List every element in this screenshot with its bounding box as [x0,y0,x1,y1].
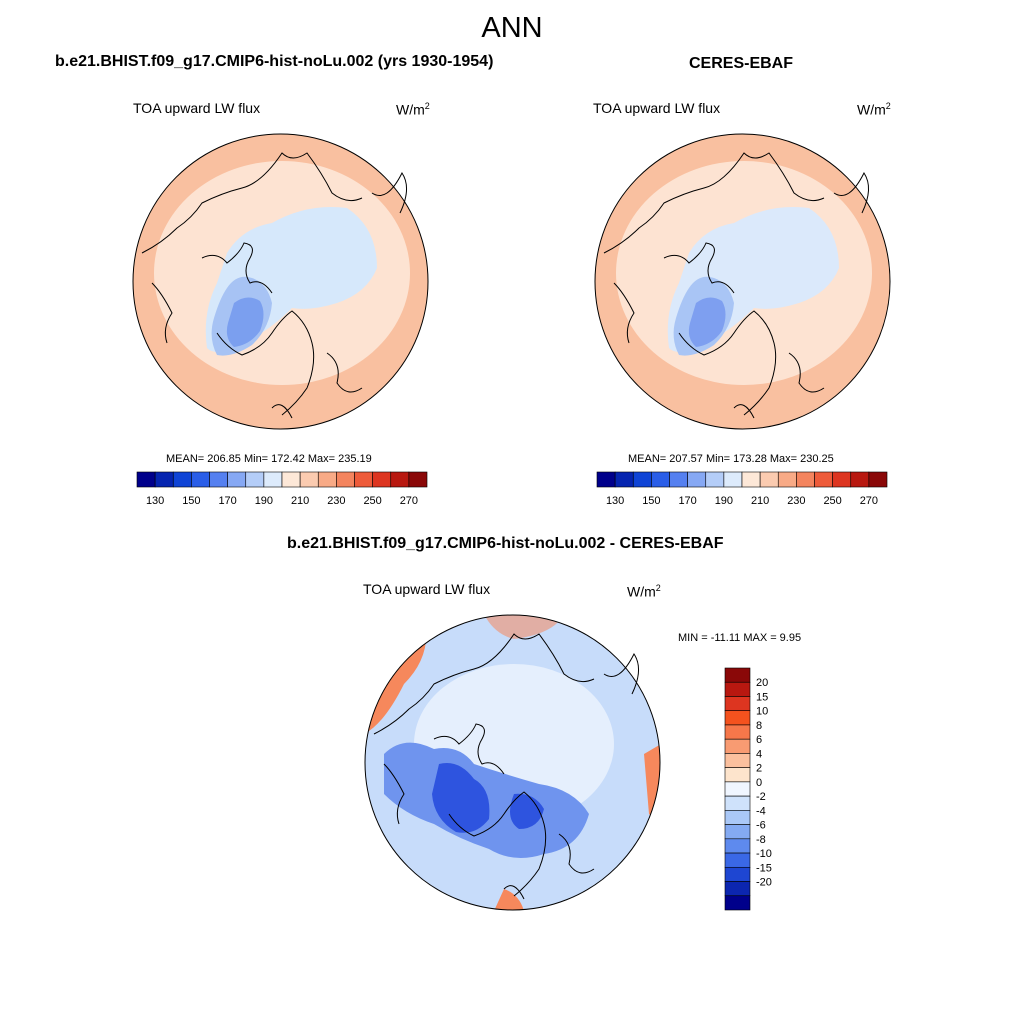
colorbar-swatch [209,471,228,488]
colorbar-swatch [724,838,751,854]
colorbar-swatch [724,824,751,840]
colorbar-swatch [408,471,428,488]
colorbar-tick-label: 130 [606,495,624,507]
colorbar-swatch [724,810,751,825]
colorbar-tick-label: -6 [756,820,766,832]
diff-stats: MIN = -11.11 MAX = 9.95 [678,632,802,644]
colorbar-swatch [777,471,797,488]
colorbar-swatch [390,471,410,488]
colorbar-swatch [317,471,337,488]
colorbar-swatch [596,471,616,488]
colorbar-swatch [814,471,833,488]
colorbar-tick-label: 190 [715,495,733,507]
colorbar-swatch [832,471,852,488]
obs-polar-map [594,133,891,430]
colorbar-swatch [724,795,751,811]
colorbar-swatch [372,471,392,488]
colorbar-tick-label: -4 [756,805,766,817]
diff-variable-label: TOA upward LW flux [363,581,491,597]
diff-polar-map [364,614,661,911]
model-units: W/m2 [396,101,430,118]
colorbar-swatch [724,696,751,712]
colorbar-swatch [724,781,751,797]
colorbar-tick-label: 250 [363,495,381,507]
obs-colorbar: 130 150 170 190 210 230 250 270 [596,471,888,507]
colorbar-swatch [724,681,751,697]
colorbar-swatch [724,866,751,882]
colorbar-tick-label: 150 [642,495,660,507]
colorbar-tick-label: 190 [255,495,273,507]
colorbar-tick-label: 8 [756,720,762,732]
colorbar-tick-label: 130 [146,495,164,507]
diff-panel-title: b.e21.BHIST.f09_g17.CMIP6-hist-noLu.002 … [287,535,724,552]
colorbar-tick-label: 170 [218,495,236,507]
colorbar-swatch [723,471,743,488]
main-title: ANN [481,12,543,44]
colorbar-swatch [724,895,751,911]
diff-units: W/m2 [627,583,661,600]
colorbar-swatch [796,471,815,488]
model-stats: MEAN= 206.85 Min= 172.42 Max= 235.19 [166,453,372,465]
colorbar-tick-label: 0 [756,777,762,789]
colorbar-swatch [632,471,652,488]
colorbar-swatch [724,738,751,754]
colorbar-tick-label: 15 [756,691,768,703]
colorbar-swatch [281,471,301,488]
colorbar-tick-label: -2 [756,791,766,803]
colorbar-tick-label: 210 [751,495,769,507]
colorbar-swatch [669,471,688,488]
colorbar-swatch [191,471,210,488]
colorbar-swatch [354,471,373,488]
colorbar-swatch [705,471,725,488]
colorbar-tick-label: 170 [678,495,696,507]
obs-stats: MEAN= 207.57 Min= 173.28 Max= 230.25 [628,453,834,465]
colorbar-tick-label: 230 [327,495,345,507]
colorbar-swatch [724,753,751,768]
colorbar-tick-label: -20 [756,877,772,889]
colorbar-tick-label: 10 [756,706,768,718]
obs-variable-label: TOA upward LW flux [593,100,721,116]
obs-units: W/m2 [857,101,891,118]
colorbar-tick-label: 20 [756,677,768,689]
colorbar-tick-label: -15 [756,862,772,874]
colorbar-tick-label: -8 [756,834,766,846]
model-variable-label: TOA upward LW flux [133,100,261,116]
colorbar-tick-label: 210 [291,495,309,507]
colorbar-swatch [724,852,751,868]
colorbar-swatch [724,767,751,783]
colorbar-swatch [724,724,751,740]
colorbar-swatch [759,471,779,488]
colorbar-tick-label: -10 [756,848,772,860]
model-panel-title: b.e21.BHIST.f09_g17.CMIP6-hist-noLu.002 … [55,53,494,70]
colorbar-swatch [724,710,751,726]
colorbar-tick-label: 250 [823,495,841,507]
colorbar-swatch [299,471,319,488]
colorbar-tick-label: 4 [756,748,762,760]
colorbar-swatch [227,471,247,488]
colorbar-swatch [741,471,761,488]
colorbar-swatch [245,471,265,488]
colorbar-swatch [687,471,707,488]
model-polar-map [132,133,429,430]
colorbar-swatch [868,471,888,488]
colorbar-tick-label: 6 [756,734,762,746]
colorbar-tick-label: 270 [860,495,878,507]
colorbar-tick-label: 150 [182,495,200,507]
colorbar-swatch [154,471,174,488]
colorbar-tick-label: 270 [400,495,418,507]
obs-panel-title: CERES-EBAF [689,55,794,72]
colorbar-tick-label: 230 [787,495,805,507]
colorbar-tick-label: 2 [756,763,762,775]
colorbar-swatch [724,881,751,897]
colorbar-swatch [336,471,355,488]
colorbar-swatch [614,471,634,488]
colorbar-swatch [263,471,283,488]
colorbar-swatch [724,667,751,683]
model-colorbar: 130 150 170 190 210 230 250 270 [136,471,428,507]
colorbar-swatch [850,471,870,488]
colorbar-swatch [651,471,670,488]
colorbar-swatch [136,471,156,488]
colorbar-swatch [172,471,192,488]
